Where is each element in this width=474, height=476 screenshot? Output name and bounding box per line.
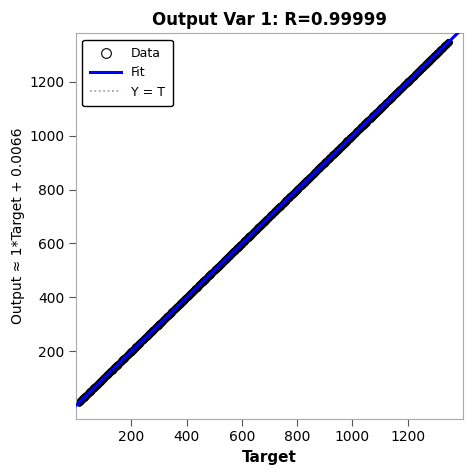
- X-axis label: Target: Target: [242, 450, 297, 465]
- Title: Output Var 1: R=0.99999: Output Var 1: R=0.99999: [152, 11, 387, 29]
- Y-axis label: Output ≈ 1*Target + 0.0066: Output ≈ 1*Target + 0.0066: [11, 128, 25, 324]
- Legend: Data, Fit, Y = T: Data, Fit, Y = T: [82, 40, 173, 106]
